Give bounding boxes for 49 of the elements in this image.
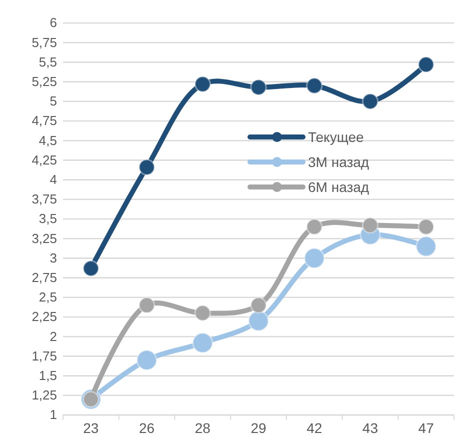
y-tick-label: 1: [50, 407, 57, 422]
x-tick-label: 29: [250, 420, 266, 436]
point: [250, 296, 267, 314]
y-tick-label: 3,5: [38, 211, 57, 226]
point: [194, 304, 211, 322]
point: [306, 77, 323, 94]
point: [362, 93, 379, 110]
y-tick-label: 5,75: [32, 34, 57, 50]
y-tick-label: 1,75: [32, 348, 57, 364]
x-tick-label: 47: [418, 420, 434, 436]
y-tick-label: 2,25: [32, 309, 57, 324]
point: [362, 216, 379, 234]
y-tick-label: 1,5: [38, 368, 57, 383]
point: [138, 296, 156, 314]
y-tick-label: 3: [50, 250, 57, 266]
y-tick-label: 5,5: [38, 54, 57, 70]
point: [304, 248, 325, 269]
point: [192, 332, 214, 354]
x-tick-label: 28: [194, 420, 211, 436]
point: [416, 236, 437, 257]
point: [136, 350, 158, 371]
legend-label: 6M назад: [308, 178, 370, 195]
point: [418, 56, 434, 73]
x-tick-label: 26: [138, 420, 155, 436]
y-tick-label: 4,75: [32, 113, 57, 128]
y-tick-label: 6: [50, 15, 57, 30]
point: [194, 76, 211, 92]
y-tick-label: 2,5: [38, 290, 57, 305]
x-tick-label: 42: [306, 420, 322, 436]
x-tick-label: 43: [362, 420, 378, 436]
point: [418, 218, 434, 236]
point: [306, 218, 323, 236]
y-tick-label: 1,25: [32, 388, 57, 403]
y-tick-label: 4,5: [38, 132, 57, 148]
y-tick-label: 4: [50, 172, 57, 187]
point: [248, 310, 270, 332]
y-tick-label: 5: [50, 94, 57, 109]
y-tick-label: 3,75: [32, 192, 57, 207]
point: [250, 78, 267, 96]
y-tick-label: 2,75: [32, 270, 57, 285]
point: [82, 260, 100, 277]
legend-label: 3M назад: [308, 154, 370, 170]
y-tick-label: 4,25: [32, 152, 57, 168]
x-tick-label: 23: [83, 420, 99, 436]
y-tick-label: 2: [50, 328, 57, 344]
y-tick-label: 3,25: [32, 230, 57, 246]
y-tick-label: 5,25: [32, 74, 57, 89]
point: [138, 158, 156, 176]
legend-label: Текущее: [308, 128, 364, 145]
